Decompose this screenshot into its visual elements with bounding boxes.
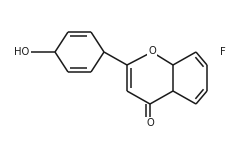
Text: HO: HO xyxy=(14,47,29,57)
Text: F: F xyxy=(219,47,225,57)
Text: O: O xyxy=(148,46,155,56)
Text: O: O xyxy=(146,118,153,128)
